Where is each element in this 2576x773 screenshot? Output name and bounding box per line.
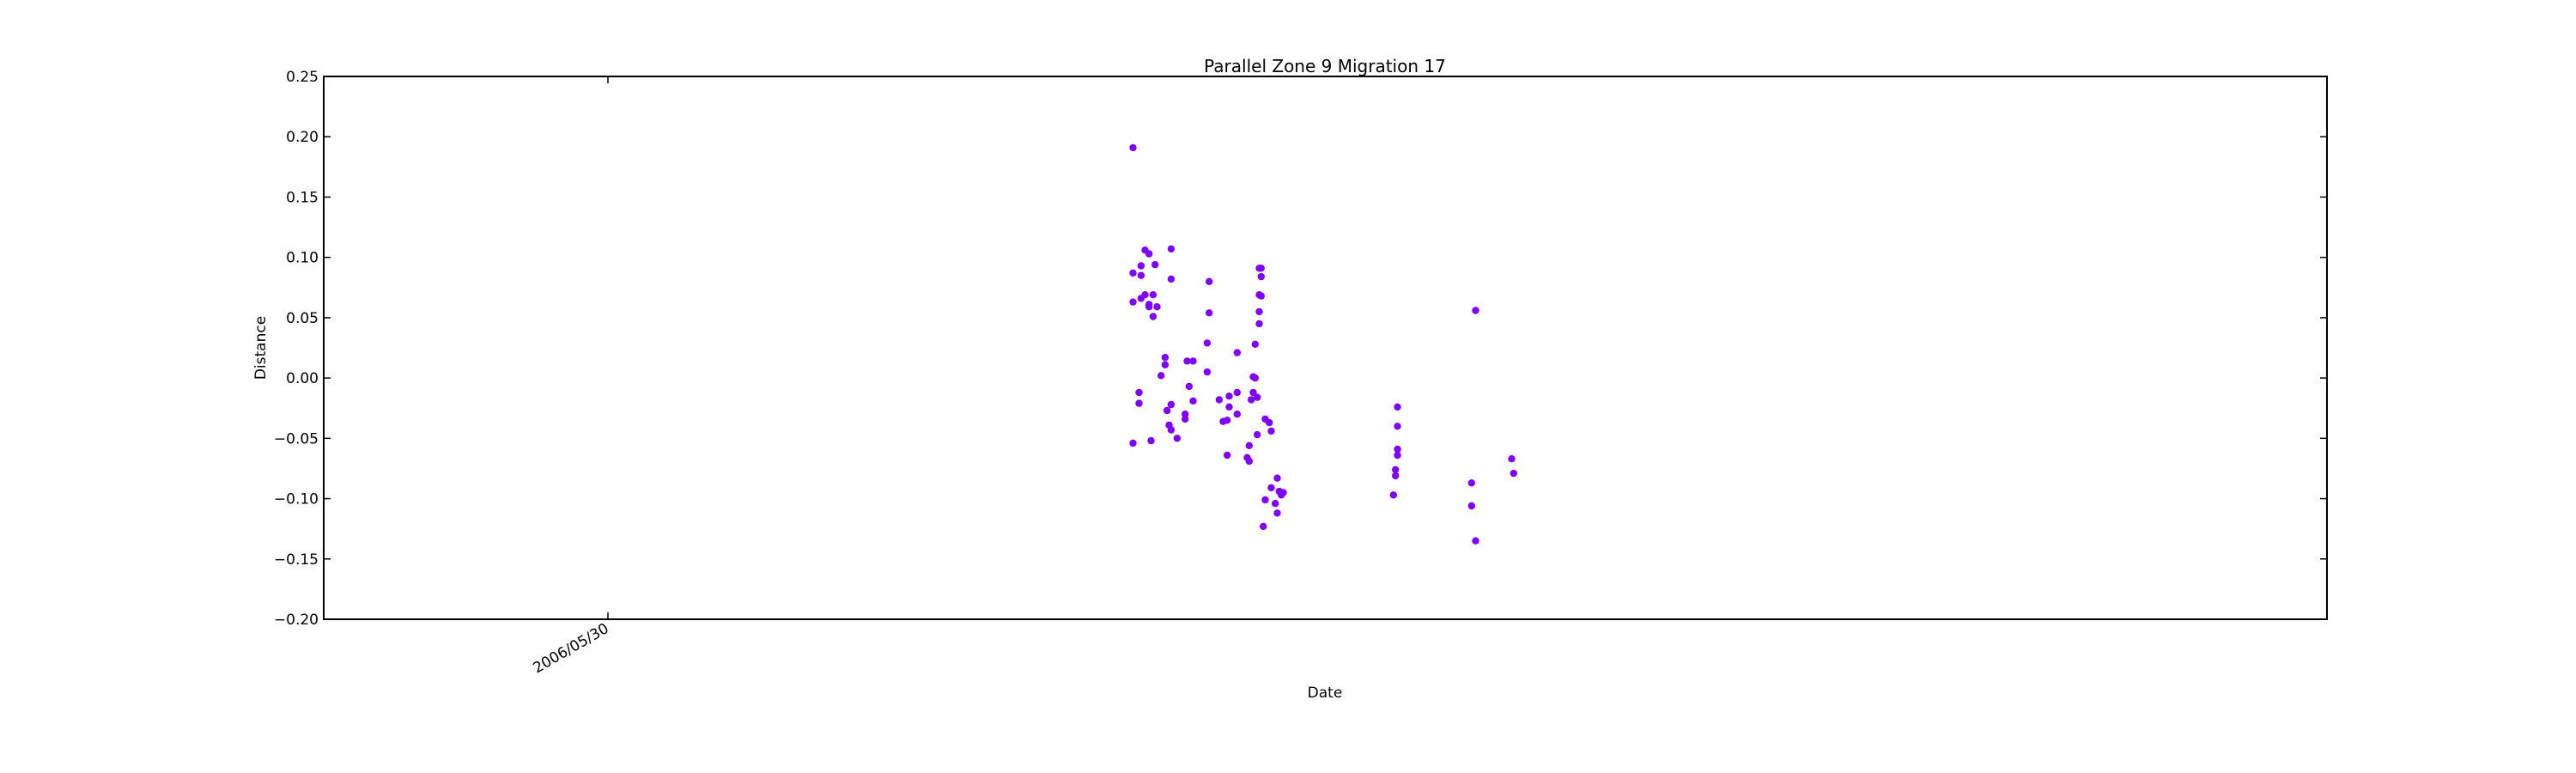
data-point bbox=[1245, 441, 1254, 449]
y-tick-label: 0.15 bbox=[286, 189, 319, 206]
data-point bbox=[1233, 388, 1242, 397]
data-point bbox=[1149, 313, 1157, 320]
data-point bbox=[1233, 349, 1242, 356]
y-tick-label: −0.15 bbox=[274, 551, 319, 569]
data-point bbox=[1392, 472, 1400, 480]
data-point bbox=[1161, 361, 1170, 368]
plot-area bbox=[324, 76, 2327, 619]
data-point bbox=[1161, 354, 1170, 362]
data-point bbox=[1394, 403, 1401, 411]
data-point bbox=[1272, 500, 1279, 508]
y-tick-label: 0.25 bbox=[286, 69, 319, 86]
data-point bbox=[1215, 396, 1224, 404]
data-point bbox=[1508, 455, 1516, 463]
data-point bbox=[1255, 307, 1263, 316]
data-point bbox=[1145, 250, 1153, 258]
data-point bbox=[1260, 522, 1267, 531]
data-point bbox=[1206, 309, 1213, 317]
data-point bbox=[1394, 423, 1401, 430]
data-point bbox=[1467, 479, 1476, 487]
data-point bbox=[1151, 260, 1159, 269]
plot-frame bbox=[323, 76, 2328, 620]
data-points-layer bbox=[1129, 143, 1518, 545]
y-tick-label: −0.10 bbox=[274, 491, 319, 508]
data-point bbox=[1153, 303, 1161, 311]
data-point bbox=[1137, 271, 1145, 279]
data-point bbox=[1185, 382, 1194, 391]
y-tick-label: 0.10 bbox=[286, 250, 319, 267]
data-point bbox=[1183, 357, 1191, 365]
data-point bbox=[1279, 489, 1287, 496]
chart-title: Parallel Zone 9 Migration 17 bbox=[1204, 56, 1446, 76]
data-point bbox=[1137, 262, 1145, 270]
data-point bbox=[1472, 307, 1479, 314]
data-point bbox=[1167, 400, 1176, 409]
data-point bbox=[1224, 451, 1231, 460]
data-point bbox=[1129, 269, 1137, 277]
data-point bbox=[1251, 374, 1260, 382]
data-point bbox=[1147, 436, 1155, 445]
data-point bbox=[1224, 417, 1231, 424]
data-point bbox=[1167, 245, 1176, 253]
data-point bbox=[1257, 272, 1266, 281]
data-point bbox=[1254, 393, 1261, 401]
data-point bbox=[1233, 411, 1242, 418]
data-point bbox=[1267, 427, 1275, 435]
data-point bbox=[1273, 474, 1281, 482]
data-point bbox=[1267, 484, 1275, 492]
data-point bbox=[1472, 537, 1479, 545]
data-point bbox=[1173, 435, 1182, 442]
data-point bbox=[1392, 466, 1400, 473]
data-point bbox=[1266, 418, 1273, 427]
data-point bbox=[1163, 406, 1171, 415]
data-point bbox=[1394, 445, 1401, 453]
data-point bbox=[1129, 143, 1137, 152]
data-point bbox=[1149, 291, 1157, 299]
y-tick-label: 0.20 bbox=[286, 129, 319, 146]
y-axis-label: Distance bbox=[252, 316, 270, 380]
y-tick-label: 0.00 bbox=[286, 370, 319, 387]
data-point bbox=[1249, 388, 1257, 397]
data-point bbox=[1467, 502, 1476, 510]
data-point bbox=[1167, 275, 1176, 283]
data-point bbox=[1257, 292, 1266, 300]
data-point bbox=[1255, 320, 1263, 328]
y-tick-label: −0.05 bbox=[274, 430, 319, 447]
y-axis: −0.20 −0.15 −0.10 −0.05 0.00 0.05 0.10 0.15 0.20… bbox=[274, 69, 2327, 629]
data-point bbox=[1141, 291, 1149, 299]
data-point bbox=[1189, 357, 1197, 365]
data-point bbox=[1203, 339, 1212, 347]
data-point bbox=[1225, 403, 1233, 411]
data-point bbox=[1273, 509, 1281, 517]
data-point bbox=[1145, 303, 1153, 311]
x-axis-label: Date bbox=[1308, 685, 1343, 702]
data-point bbox=[1206, 277, 1213, 285]
data-point bbox=[1225, 393, 1233, 400]
data-point bbox=[1189, 397, 1197, 405]
data-point bbox=[1167, 426, 1176, 434]
data-point bbox=[1251, 340, 1260, 348]
data-point bbox=[1129, 298, 1137, 306]
data-point bbox=[1157, 372, 1165, 380]
data-point bbox=[1248, 396, 1255, 404]
data-point bbox=[1135, 399, 1143, 407]
data-point bbox=[1510, 469, 1518, 478]
data-point bbox=[1254, 430, 1261, 439]
data-point bbox=[1182, 415, 1189, 423]
data-point bbox=[1389, 491, 1398, 499]
data-point bbox=[1245, 457, 1254, 466]
data-point bbox=[1261, 496, 1269, 504]
y-tick-label: −0.20 bbox=[274, 612, 319, 629]
data-point bbox=[1135, 388, 1143, 397]
data-point bbox=[1257, 265, 1266, 272]
data-point bbox=[1203, 368, 1212, 376]
y-tick-label: 0.05 bbox=[286, 310, 319, 327]
data-point bbox=[1394, 451, 1401, 460]
data-point bbox=[1129, 439, 1137, 447]
